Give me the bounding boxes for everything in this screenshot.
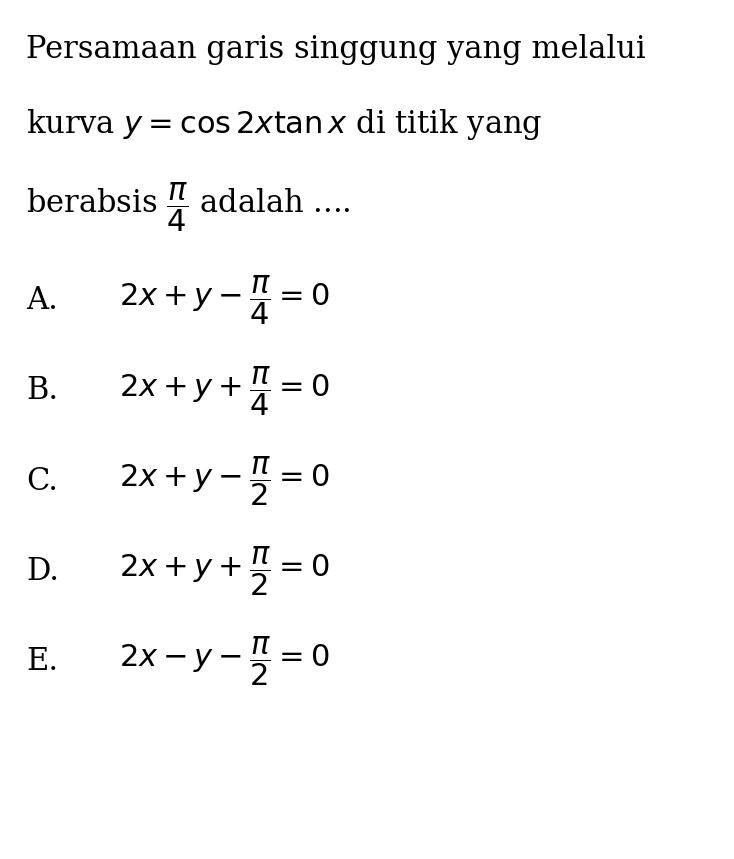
Text: $2x + y + \dfrac{\pi}{2} = 0$: $2x + y + \dfrac{\pi}{2} = 0$ [119,545,330,598]
Text: Persamaan garis singgung yang melalui: Persamaan garis singgung yang melalui [26,34,646,65]
Text: berabsis $\dfrac{\pi}{4}$ adalah ....: berabsis $\dfrac{\pi}{4}$ adalah .... [26,180,351,234]
Text: A.: A. [26,285,58,316]
Text: kurva $y = \cos 2x \tan x$ di titik yang: kurva $y = \cos 2x \tan x$ di titik yang [26,107,543,143]
Text: $2x + y - \dfrac{\pi}{4} = 0$: $2x + y - \dfrac{\pi}{4} = 0$ [119,274,330,327]
Text: $2x - y - \dfrac{\pi}{2} = 0$: $2x - y - \dfrac{\pi}{2} = 0$ [119,635,330,688]
Text: B.: B. [26,375,59,406]
Text: C.: C. [26,466,59,497]
Text: $2x + y - \dfrac{\pi}{2} = 0$: $2x + y - \dfrac{\pi}{2} = 0$ [119,454,330,508]
Text: D.: D. [26,556,59,587]
Text: $2x + y + \dfrac{\pi}{4} = 0$: $2x + y + \dfrac{\pi}{4} = 0$ [119,364,330,417]
Text: E.: E. [26,646,59,677]
